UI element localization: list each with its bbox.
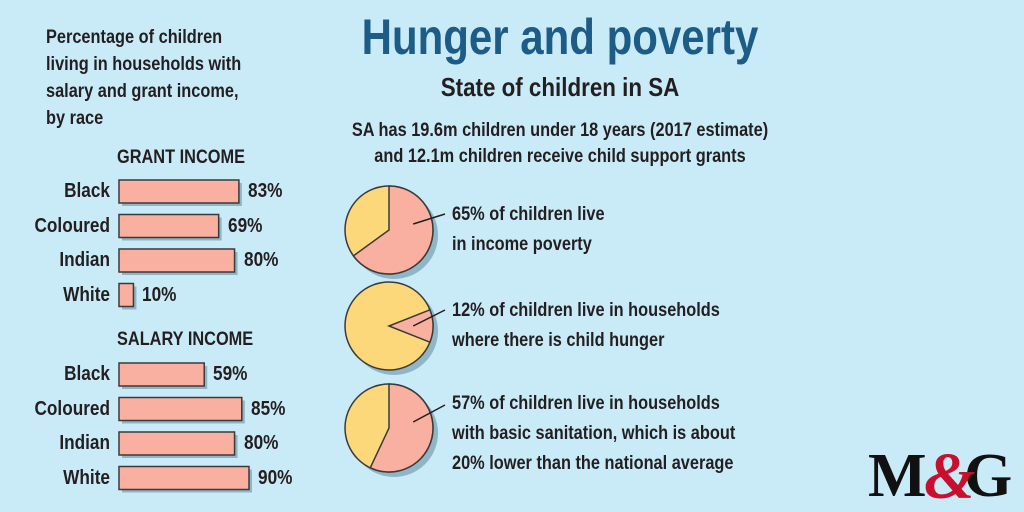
grant-bar-white [118,282,135,308]
grant-value-label: 69% [227,214,263,237]
page-subtitle: State of children in SA [440,72,680,102]
pie-1-text-line: 65% of children live [452,204,605,225]
mg-logo: M G & [868,440,1012,502]
salary-bar-indian [118,431,236,456]
grant-bar-black [118,179,240,204]
pie-slice-primary-1 [352,185,434,275]
salary-bar-white [118,465,250,491]
salary-category-label: Coloured [34,397,110,420]
intro-line-2: and 12.1m children receive child support… [374,146,746,167]
grant-category-label: White [63,283,110,306]
left-panel-description: Percentage of children living in househo… [46,27,242,129]
pie-2-text-line: where there is child hunger [452,330,665,351]
grant-category-label: Black [64,180,110,202]
page-title: Hunger and poverty [361,9,759,65]
logo-letter-g: G [964,442,1012,502]
pie-leader-line-2 [412,309,446,327]
salary-bar-black [118,362,205,387]
intro-line-1: SA has 19.6m children under 18 years (20… [351,120,769,141]
grant-value-label: 10% [142,283,177,306]
salary-category-label: White [63,466,110,489]
grant-income-heading: GRANT INCOME [117,147,245,168]
grant-category-label: Coloured [34,214,110,237]
pie-slice-primary-3 [369,383,434,473]
logo-letter-m: M [868,442,927,502]
pie-1-text-line: in income poverty [452,234,592,255]
salary-value-label: 90% [258,466,293,489]
pie-slice-primary-2 [386,308,434,344]
grant-value-label: 83% [247,180,283,202]
pie-3-text-line: 57% of children live in households [452,393,720,414]
salary-value-label: 80% [243,432,278,454]
pie-leader-line-1 [412,213,446,225]
salary-category-label: Black [64,363,110,385]
pie-3-text-line: 20% lower than the national average [452,453,734,474]
grant-bar-coloured [118,213,220,239]
pie-2-text-line: 12% of children live in households [452,300,720,321]
pie-3-text-line: with basic sanitation, which is about [452,423,736,444]
salary-category-label: Indian [59,432,110,454]
salary-income-heading: SALARY INCOME [117,329,254,350]
grant-category-label: Indian [59,249,110,271]
salary-bar-coloured [118,396,243,422]
logo-ampersand: & [924,440,975,502]
pie-leader-line-3 [412,404,446,423]
salary-value-label: 85% [250,397,286,420]
salary-value-label: 59% [213,363,248,385]
grant-bar-indian [118,248,236,273]
grant-value-label: 80% [243,249,278,271]
